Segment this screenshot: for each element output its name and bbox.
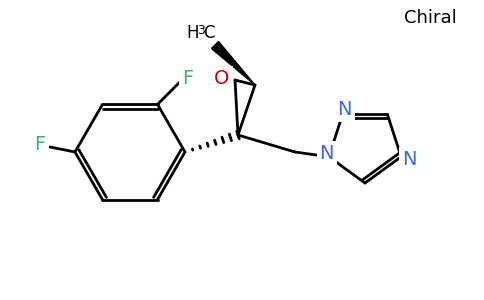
Text: N: N: [319, 144, 334, 163]
Text: Chiral: Chiral: [404, 9, 456, 27]
Text: C: C: [203, 24, 215, 42]
Text: N: N: [402, 150, 416, 169]
Text: O: O: [214, 68, 230, 88]
Text: F: F: [182, 69, 193, 88]
Text: H: H: [187, 24, 199, 42]
Text: 3: 3: [197, 25, 205, 38]
Text: F: F: [34, 136, 45, 154]
Text: N: N: [337, 100, 352, 119]
Polygon shape: [212, 41, 255, 85]
